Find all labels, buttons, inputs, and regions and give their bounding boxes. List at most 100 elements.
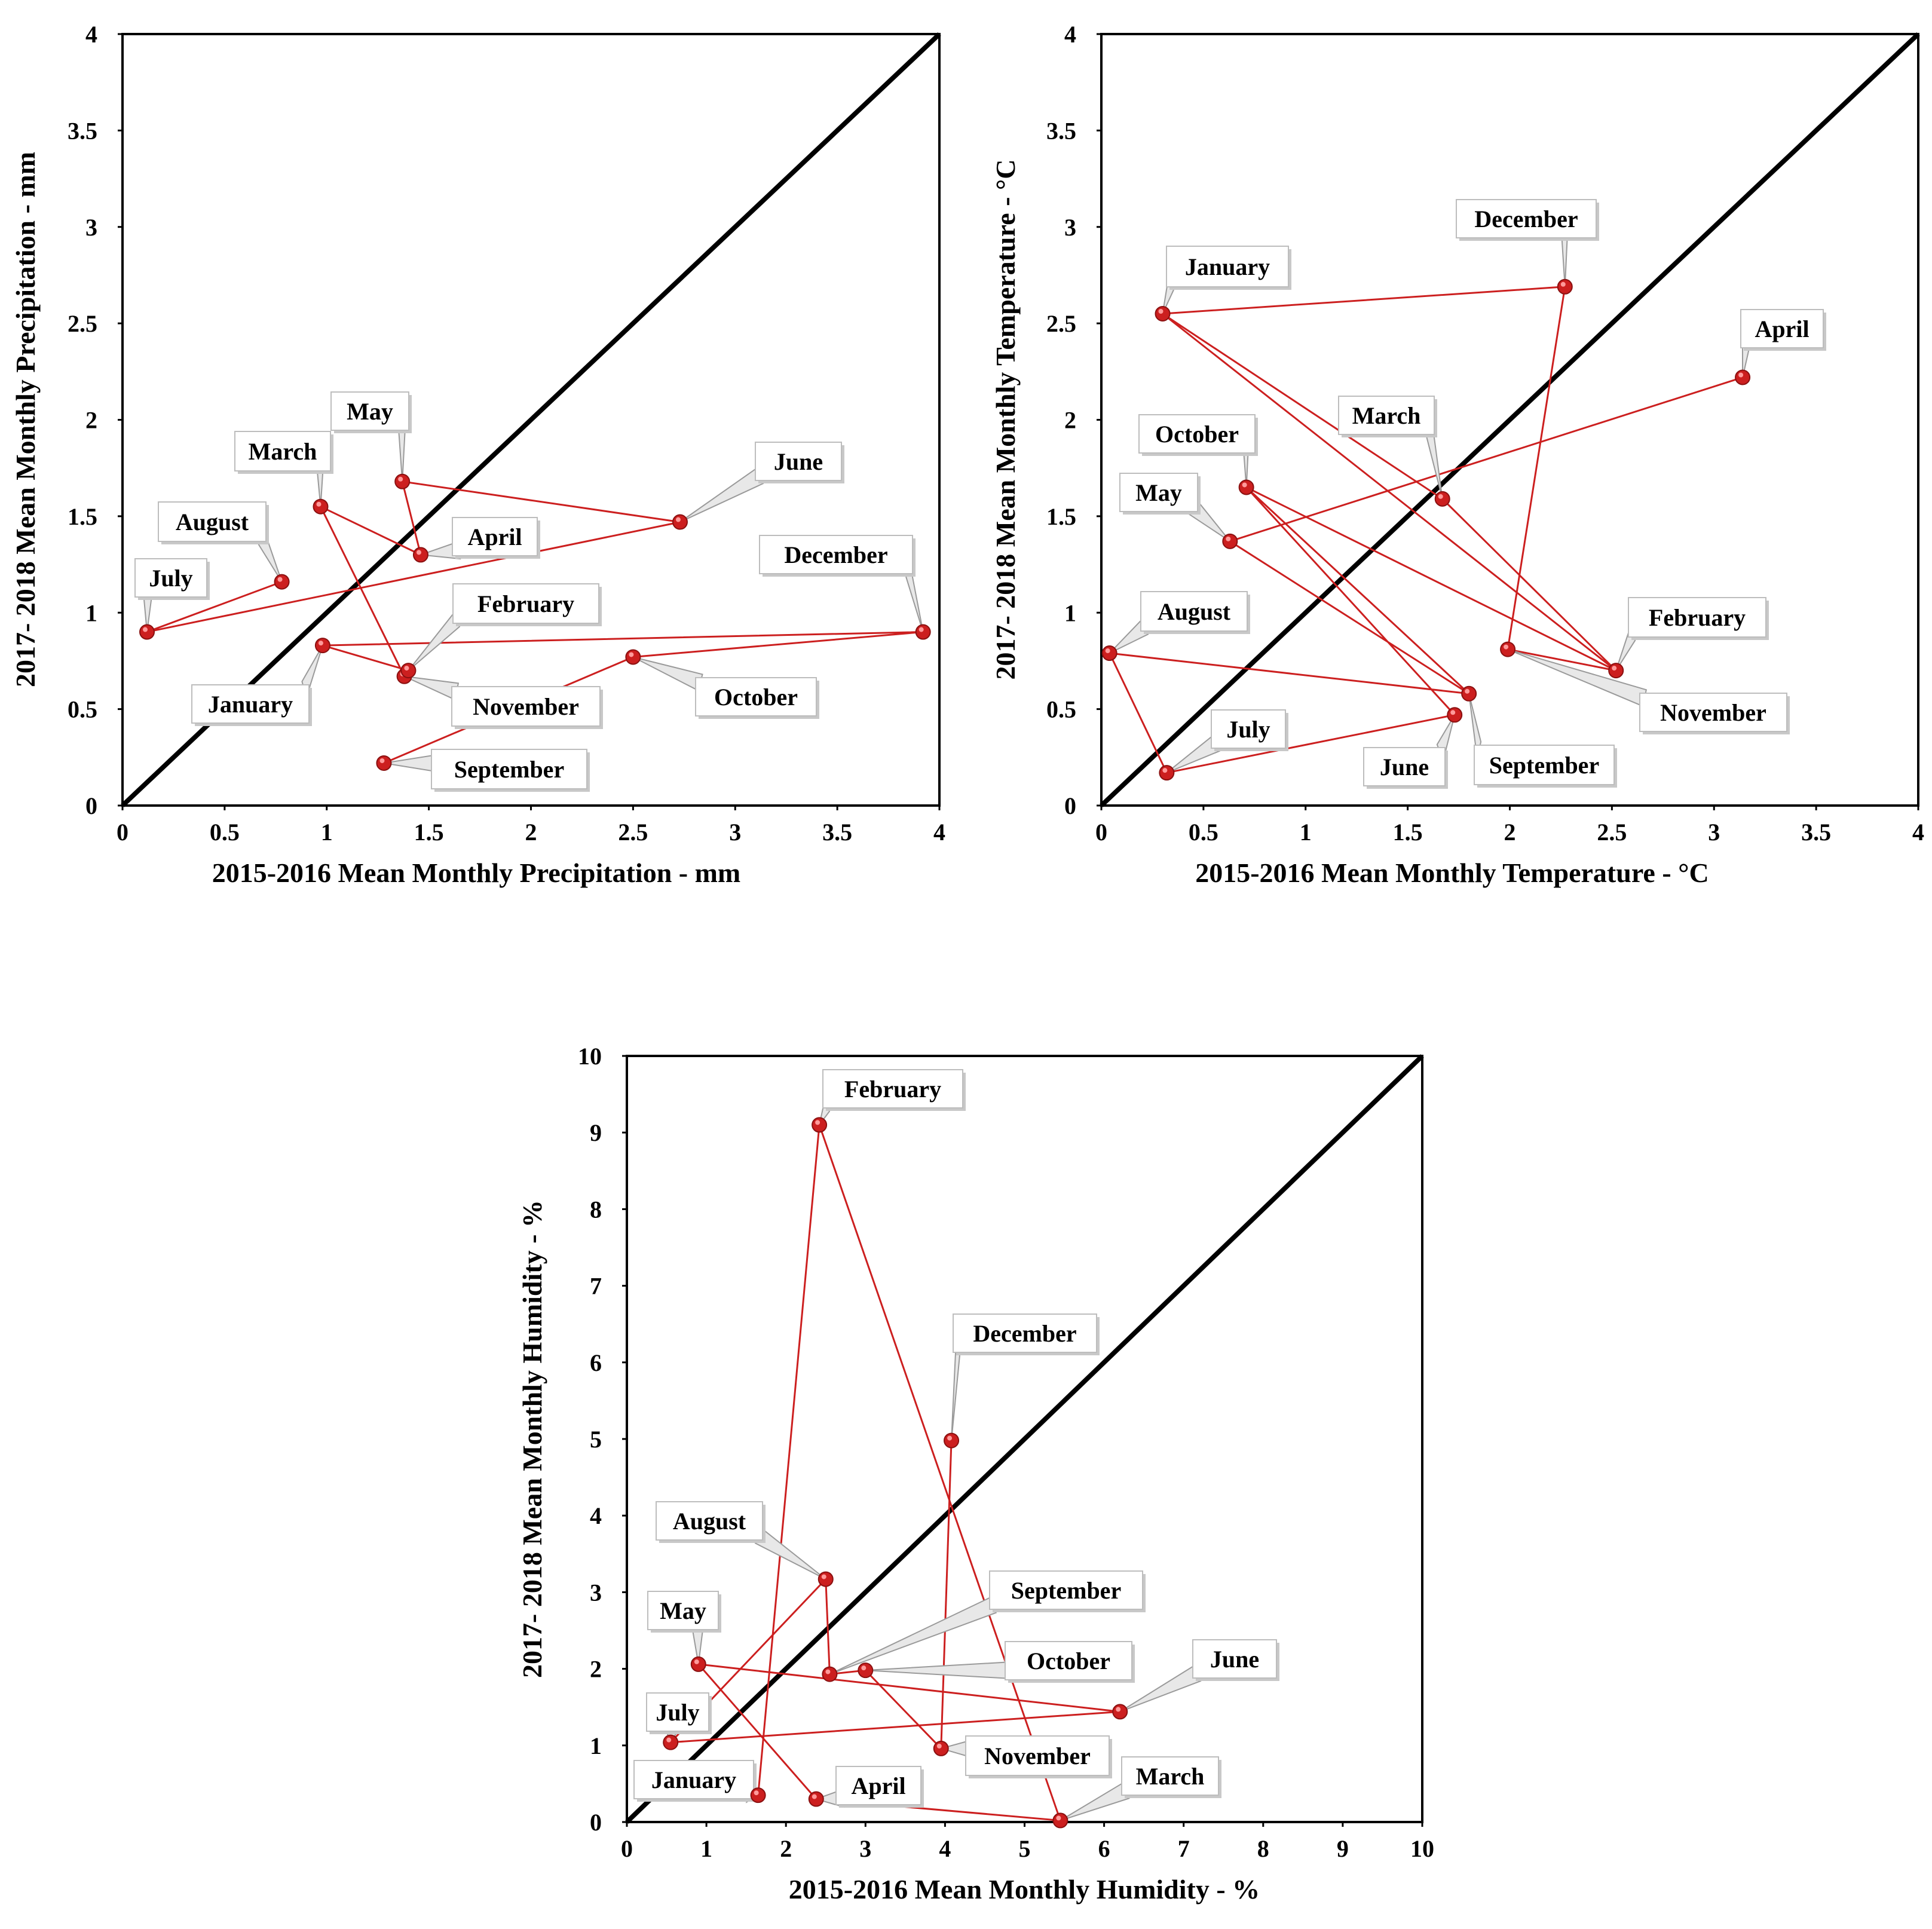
x-axis-label: 2015-2016 Mean Monthly Temperature - °C xyxy=(1195,858,1709,888)
y-tick-label: 5 xyxy=(590,1426,602,1453)
data-point-january xyxy=(314,638,330,654)
x-tick-label: 6 xyxy=(1098,1835,1110,1862)
callout-label: December xyxy=(784,541,887,568)
y-tick-label: 3 xyxy=(1064,214,1076,241)
data-point-highlight xyxy=(1612,666,1617,671)
data-point-highlight xyxy=(694,1659,699,1664)
callout-label: January xyxy=(1185,253,1270,280)
callout-box xyxy=(431,749,587,789)
data-point-march xyxy=(1434,491,1450,507)
callout-label: October xyxy=(1027,1648,1110,1674)
series-segment xyxy=(818,1124,1061,1821)
data-point-february xyxy=(1608,663,1624,679)
data-point-february xyxy=(400,663,417,679)
callout-box xyxy=(1639,693,1787,732)
data-point-august xyxy=(274,574,290,590)
series-line xyxy=(1108,286,1743,774)
y-tick-label: 0 xyxy=(1064,792,1076,819)
callout-box xyxy=(695,677,817,717)
data-point-highlight xyxy=(1162,768,1168,773)
data-point-october xyxy=(625,649,641,665)
callout-label: May xyxy=(660,1597,706,1624)
callout-box xyxy=(647,1591,719,1630)
data-point-april xyxy=(808,1791,824,1807)
series-segment xyxy=(698,1663,1120,1713)
callout-box xyxy=(134,558,207,598)
data-point-highlight xyxy=(936,1743,942,1749)
callout-box xyxy=(1363,747,1446,786)
data-point-september xyxy=(822,1666,838,1682)
series-segment xyxy=(697,1663,817,1800)
y-tick-label: 2 xyxy=(85,407,97,434)
callout-box xyxy=(191,684,310,724)
y-tick-label: 2.5 xyxy=(1046,310,1076,337)
y-tick-label: 1 xyxy=(1064,599,1076,626)
data-point-highlight xyxy=(754,1790,759,1796)
y-axis-label: 2017- 2018 Mean Monthly Humidity - % xyxy=(517,1200,547,1678)
callout-box xyxy=(755,442,842,481)
y-tick-label: 1 xyxy=(590,1732,602,1759)
callout-label: February xyxy=(844,1076,941,1103)
y-tick-label: 0.5 xyxy=(68,696,97,723)
precipitation-chart: 00 0.5 0.5 1 1 1.5 1.5 2 2 2.5 2.5 3 3 3.5 3.5 4 4 July Au… xyxy=(10,21,945,888)
data-point-highlight xyxy=(1158,308,1164,314)
x-axis-label: 2015-2016 Mean Monthly Precipitation - m… xyxy=(212,858,741,888)
x-tick-label: 1 xyxy=(700,1835,712,1862)
x-tick-label: 0 xyxy=(117,819,128,846)
callout-label: August xyxy=(673,1508,746,1535)
callout-box xyxy=(1121,1756,1219,1796)
callout-box xyxy=(1456,199,1597,238)
x-tick-label: 3 xyxy=(1708,819,1720,846)
callout-box xyxy=(158,501,267,542)
one-to-one-line xyxy=(625,1054,1424,1824)
y-tick-label: 2 xyxy=(590,1656,602,1683)
data-point-march xyxy=(1052,1812,1068,1829)
data-point-march xyxy=(313,498,329,515)
y-tick-label: 1 xyxy=(85,599,97,626)
data-point-november xyxy=(933,1740,949,1756)
temperature-chart: 00 0.5 0.5 1 1 1.5 1.5 2 2 2.5 2.5 3 3 3.5 3.5 4 4 Januar… xyxy=(990,21,1924,888)
callout-label: March xyxy=(1352,402,1421,429)
callout-label: November xyxy=(1660,699,1766,726)
x-tick-label: 1 xyxy=(321,819,333,846)
data-point-july xyxy=(139,624,155,640)
data-point-highlight xyxy=(404,666,409,671)
data-point-april xyxy=(1735,369,1751,385)
data-point-june xyxy=(672,514,688,530)
callout-box xyxy=(1140,591,1248,632)
series-segment xyxy=(940,1440,953,1749)
x-tick-label: 2 xyxy=(525,819,537,846)
callout-box xyxy=(835,1766,921,1805)
y-tick-label: 0 xyxy=(590,1809,602,1836)
x-tick-label: 1 xyxy=(1300,819,1312,846)
callout-label: January xyxy=(651,1766,736,1793)
y-tick-label: 8 xyxy=(590,1196,602,1223)
x-tick-label: 0.5 xyxy=(210,819,240,846)
callout-label: April xyxy=(851,1772,905,1799)
data-point-july xyxy=(663,1734,679,1750)
data-point-highlight xyxy=(318,641,323,646)
x-tick-label: 9 xyxy=(1337,1835,1349,1862)
x-axis-label: 2015-2016 Mean Monthly Humidity - % xyxy=(789,1874,1260,1904)
callout-box xyxy=(451,686,601,727)
data-point-april xyxy=(412,547,428,563)
callout-box xyxy=(953,1313,1097,1353)
data-point-highlight xyxy=(666,1737,672,1743)
callout-label: December xyxy=(973,1320,1076,1347)
x-tick-label: 4 xyxy=(1912,819,1924,846)
x-tick-label: 7 xyxy=(1178,1835,1190,1862)
data-point-highlight xyxy=(1242,482,1247,488)
y-tick-label: 7 xyxy=(590,1273,602,1300)
callout-box xyxy=(330,391,409,431)
callout-label: March xyxy=(1136,1763,1205,1790)
callout-box xyxy=(965,1735,1110,1776)
callout-label: October xyxy=(714,684,798,711)
callout-box xyxy=(1005,1641,1132,1680)
data-point-may xyxy=(394,473,411,489)
callout-box xyxy=(1628,597,1766,638)
x-tick-label: 3.5 xyxy=(822,819,852,846)
callout-label: July xyxy=(656,1699,699,1726)
x-tick-label: 0 xyxy=(621,1835,633,1862)
callout-box xyxy=(646,1692,709,1732)
